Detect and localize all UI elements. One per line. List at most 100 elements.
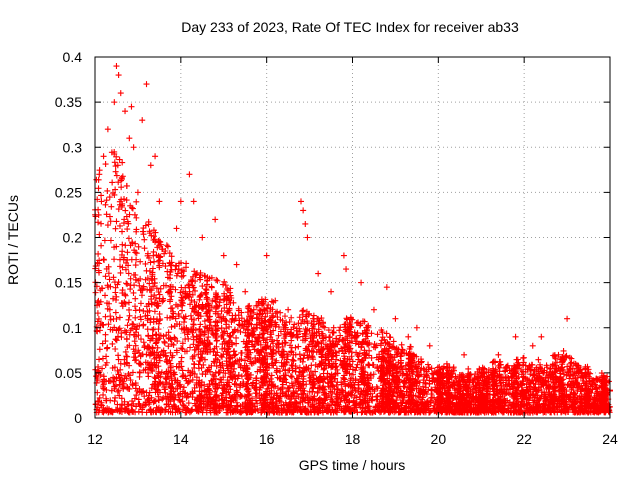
data-point bbox=[230, 329, 237, 336]
data-point bbox=[325, 327, 332, 334]
data-point bbox=[114, 388, 121, 395]
data-point bbox=[122, 242, 129, 249]
data-point bbox=[216, 299, 223, 306]
data-point bbox=[187, 344, 194, 351]
data-point bbox=[139, 285, 146, 292]
data-point bbox=[122, 207, 129, 214]
data-point bbox=[136, 373, 143, 380]
data-point bbox=[159, 298, 166, 305]
data-point bbox=[189, 376, 196, 383]
data-point bbox=[147, 259, 154, 266]
data-point bbox=[544, 364, 551, 371]
data-point bbox=[124, 226, 131, 233]
data-point bbox=[132, 342, 139, 349]
data-point bbox=[109, 340, 116, 347]
data-point bbox=[109, 179, 116, 186]
data-point bbox=[180, 401, 187, 408]
data-point bbox=[127, 275, 134, 282]
data-point bbox=[520, 355, 527, 362]
data-point bbox=[94, 310, 101, 317]
data-point bbox=[102, 331, 109, 338]
data-point bbox=[370, 408, 377, 415]
data-point bbox=[157, 285, 164, 292]
data-point bbox=[161, 338, 168, 345]
data-point bbox=[95, 206, 102, 213]
data-point bbox=[95, 250, 102, 257]
data-point bbox=[221, 278, 228, 285]
data-point bbox=[99, 365, 106, 372]
data-point bbox=[132, 380, 139, 387]
data-point bbox=[112, 345, 119, 352]
data-point bbox=[230, 368, 237, 375]
data-point bbox=[136, 282, 143, 289]
data-point bbox=[95, 219, 102, 226]
data-point bbox=[352, 387, 359, 394]
data-point bbox=[118, 300, 125, 307]
data-point bbox=[169, 305, 176, 312]
data-point bbox=[144, 369, 151, 376]
data-point bbox=[176, 382, 183, 389]
data-point bbox=[177, 289, 184, 296]
data-point bbox=[104, 344, 111, 351]
data-point bbox=[97, 287, 104, 294]
data-point bbox=[288, 337, 295, 344]
data-point bbox=[192, 327, 199, 334]
data-point bbox=[166, 380, 173, 387]
data-point bbox=[231, 392, 238, 399]
data-point bbox=[103, 387, 110, 394]
data-point bbox=[110, 274, 117, 281]
data-point bbox=[98, 242, 105, 249]
data-point bbox=[130, 289, 137, 296]
data-point bbox=[355, 319, 362, 326]
data-point bbox=[111, 159, 118, 166]
data-point bbox=[296, 364, 303, 371]
data-point bbox=[148, 232, 155, 239]
data-point bbox=[178, 259, 185, 266]
data-point bbox=[102, 362, 109, 369]
data-point bbox=[179, 367, 186, 374]
data-point bbox=[320, 370, 327, 377]
data-point bbox=[151, 308, 158, 315]
data-point bbox=[116, 156, 123, 163]
data-point bbox=[349, 358, 356, 365]
data-point bbox=[149, 265, 156, 272]
data-point bbox=[133, 198, 140, 205]
data-point bbox=[291, 321, 298, 328]
data-point bbox=[183, 260, 190, 267]
data-point bbox=[102, 201, 109, 208]
data-point bbox=[111, 279, 118, 286]
data-point bbox=[285, 388, 292, 395]
data-point bbox=[132, 307, 139, 314]
data-point bbox=[543, 385, 550, 392]
data-point bbox=[156, 379, 163, 386]
data-point bbox=[112, 168, 119, 175]
data-point bbox=[254, 400, 261, 407]
data-point bbox=[124, 218, 131, 225]
data-point bbox=[132, 295, 139, 302]
data-point bbox=[333, 335, 340, 342]
data-point bbox=[235, 361, 242, 368]
data-point bbox=[333, 382, 340, 389]
data-point bbox=[117, 256, 124, 263]
data-point bbox=[96, 346, 103, 353]
data-point bbox=[103, 197, 110, 204]
data-point bbox=[355, 356, 362, 363]
data-point bbox=[428, 365, 435, 372]
data-point bbox=[129, 205, 136, 212]
data-point bbox=[125, 262, 132, 269]
data-point bbox=[142, 260, 149, 267]
data-point bbox=[125, 235, 132, 242]
data-point bbox=[96, 231, 103, 238]
data-point bbox=[102, 161, 109, 168]
data-point bbox=[116, 314, 123, 321]
data-point bbox=[114, 367, 121, 374]
data-point bbox=[102, 292, 109, 299]
data-point bbox=[208, 284, 215, 291]
data-point bbox=[279, 378, 286, 385]
data-point bbox=[126, 306, 133, 313]
data-point bbox=[156, 310, 163, 317]
data-point bbox=[96, 257, 103, 264]
data-point bbox=[98, 220, 105, 227]
data-point bbox=[137, 313, 144, 320]
data-point bbox=[209, 297, 216, 304]
